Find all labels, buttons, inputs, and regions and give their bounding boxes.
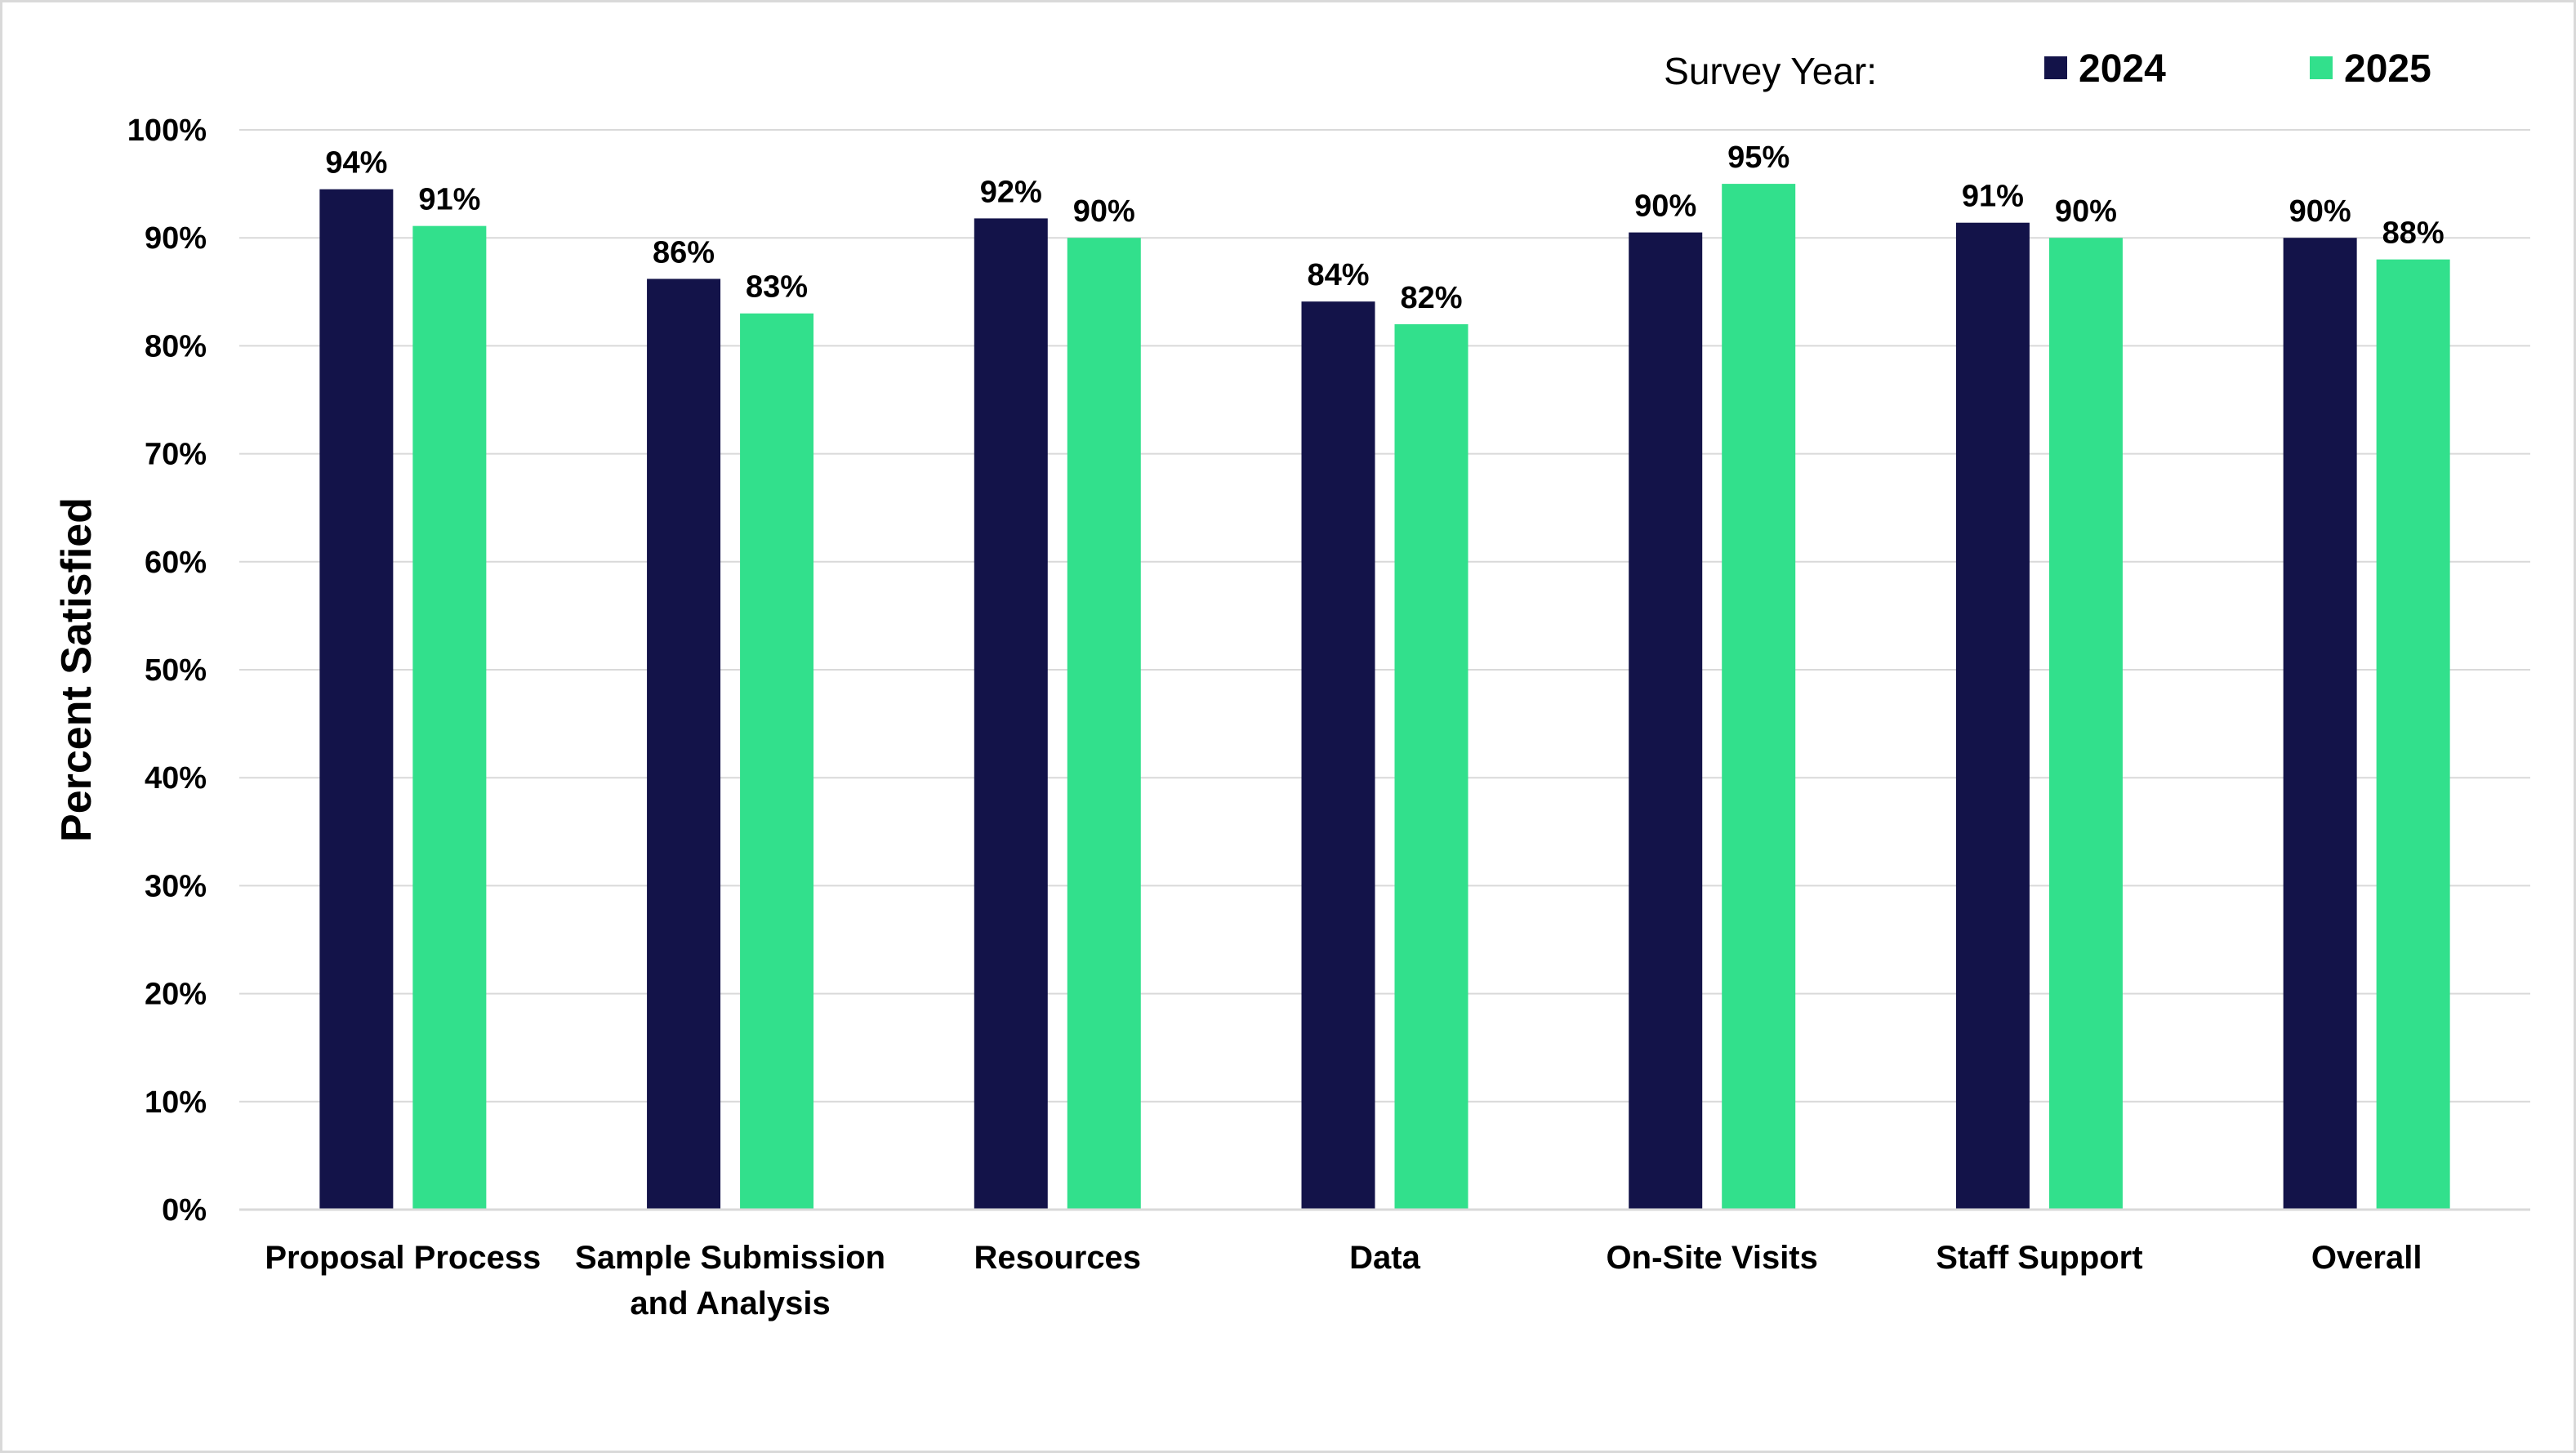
bar-2025-5 [2048,238,2123,1210]
data-label-2025-5: 90% [2055,194,2117,229]
y-axis-title: Percent Satisfied [53,497,100,842]
bar-2024-6 [2283,238,2357,1210]
bars [319,184,2450,1210]
axes: 0% 10% 20% 30% 40% 50% 60% 70% 80% 90% 100% Proposa… [53,114,2530,1322]
x-category-label: Sample Submission [575,1240,885,1276]
data-label-2025-6: 88% [2382,216,2445,251]
bar-2025-6 [2376,259,2450,1210]
y-tick-label: 40% [145,761,207,796]
data-label-2025-4: 95% [1727,140,1789,175]
y-tick-label: 20% [145,978,207,1012]
gridlines [239,129,2530,1210]
x-category-label: and Analysis [630,1286,830,1322]
legend-swatch-2024 [2044,56,2067,79]
x-category-label: Resources [974,1240,1142,1276]
y-tick-label: 60% [145,546,207,580]
data-label-2024-2: 92% [980,175,1042,209]
legend-label-2024: 2024 [2079,47,2166,91]
data-label-2025-3: 82% [1400,281,1462,315]
bar-2024-4 [1629,232,1703,1210]
data-label-2024-3: 84% [1307,258,1369,292]
legend: Survey Year: 2024 2025 [1664,47,2431,92]
bar-2024-1 [647,279,721,1210]
y-tick-label: 100% [127,114,207,148]
x-category-label: Staff Support [1936,1240,2142,1276]
bar-2025-2 [1067,238,1141,1210]
bar-2024-5 [1955,222,2030,1210]
y-tick-label: 30% [145,869,207,903]
legend-title: Survey Year: [1664,50,1877,92]
data-label-2025-2: 90% [1073,194,1135,229]
legend-label-2025: 2025 [2344,47,2431,91]
data-label-2025-1: 83% [746,270,808,305]
legend-swatch-2025 [2310,56,2333,79]
bar-2024-2 [974,218,1048,1210]
bar-2024-3 [1301,301,1375,1210]
bar-2025-0 [412,225,487,1210]
x-category-label: On-Site Visits [1607,1240,1818,1276]
bar-2024-0 [319,189,394,1210]
y-tick-label: 50% [145,653,207,688]
y-tick-label: 90% [145,221,207,256]
y-tick-label: 80% [145,329,207,363]
data-label-2025-0: 91% [418,183,480,217]
data-label-2024-5: 91% [1962,180,2024,214]
bar-2025-3 [1394,323,1468,1210]
data-label-2024-4: 90% [1634,189,1696,224]
data-labels: 94% 91% 86% 83% 92% 90% 84% 82% 90% 95% 91% 90% 90% 8… [325,140,2444,315]
y-tick-label: 0% [162,1193,207,1228]
data-label-2024-6: 90% [2289,194,2351,229]
x-category-label: Overall [2311,1240,2422,1276]
data-label-2024-1: 86% [653,235,715,270]
x-category-label: Data [1349,1240,1420,1276]
bar-2025-1 [740,313,814,1210]
y-tick-label: 70% [145,438,207,472]
data-label-2024-0: 94% [325,146,387,181]
bar-2025-4 [1722,184,1796,1210]
x-category-label: Proposal Process [265,1240,541,1276]
y-tick-label: 10% [145,1085,207,1120]
